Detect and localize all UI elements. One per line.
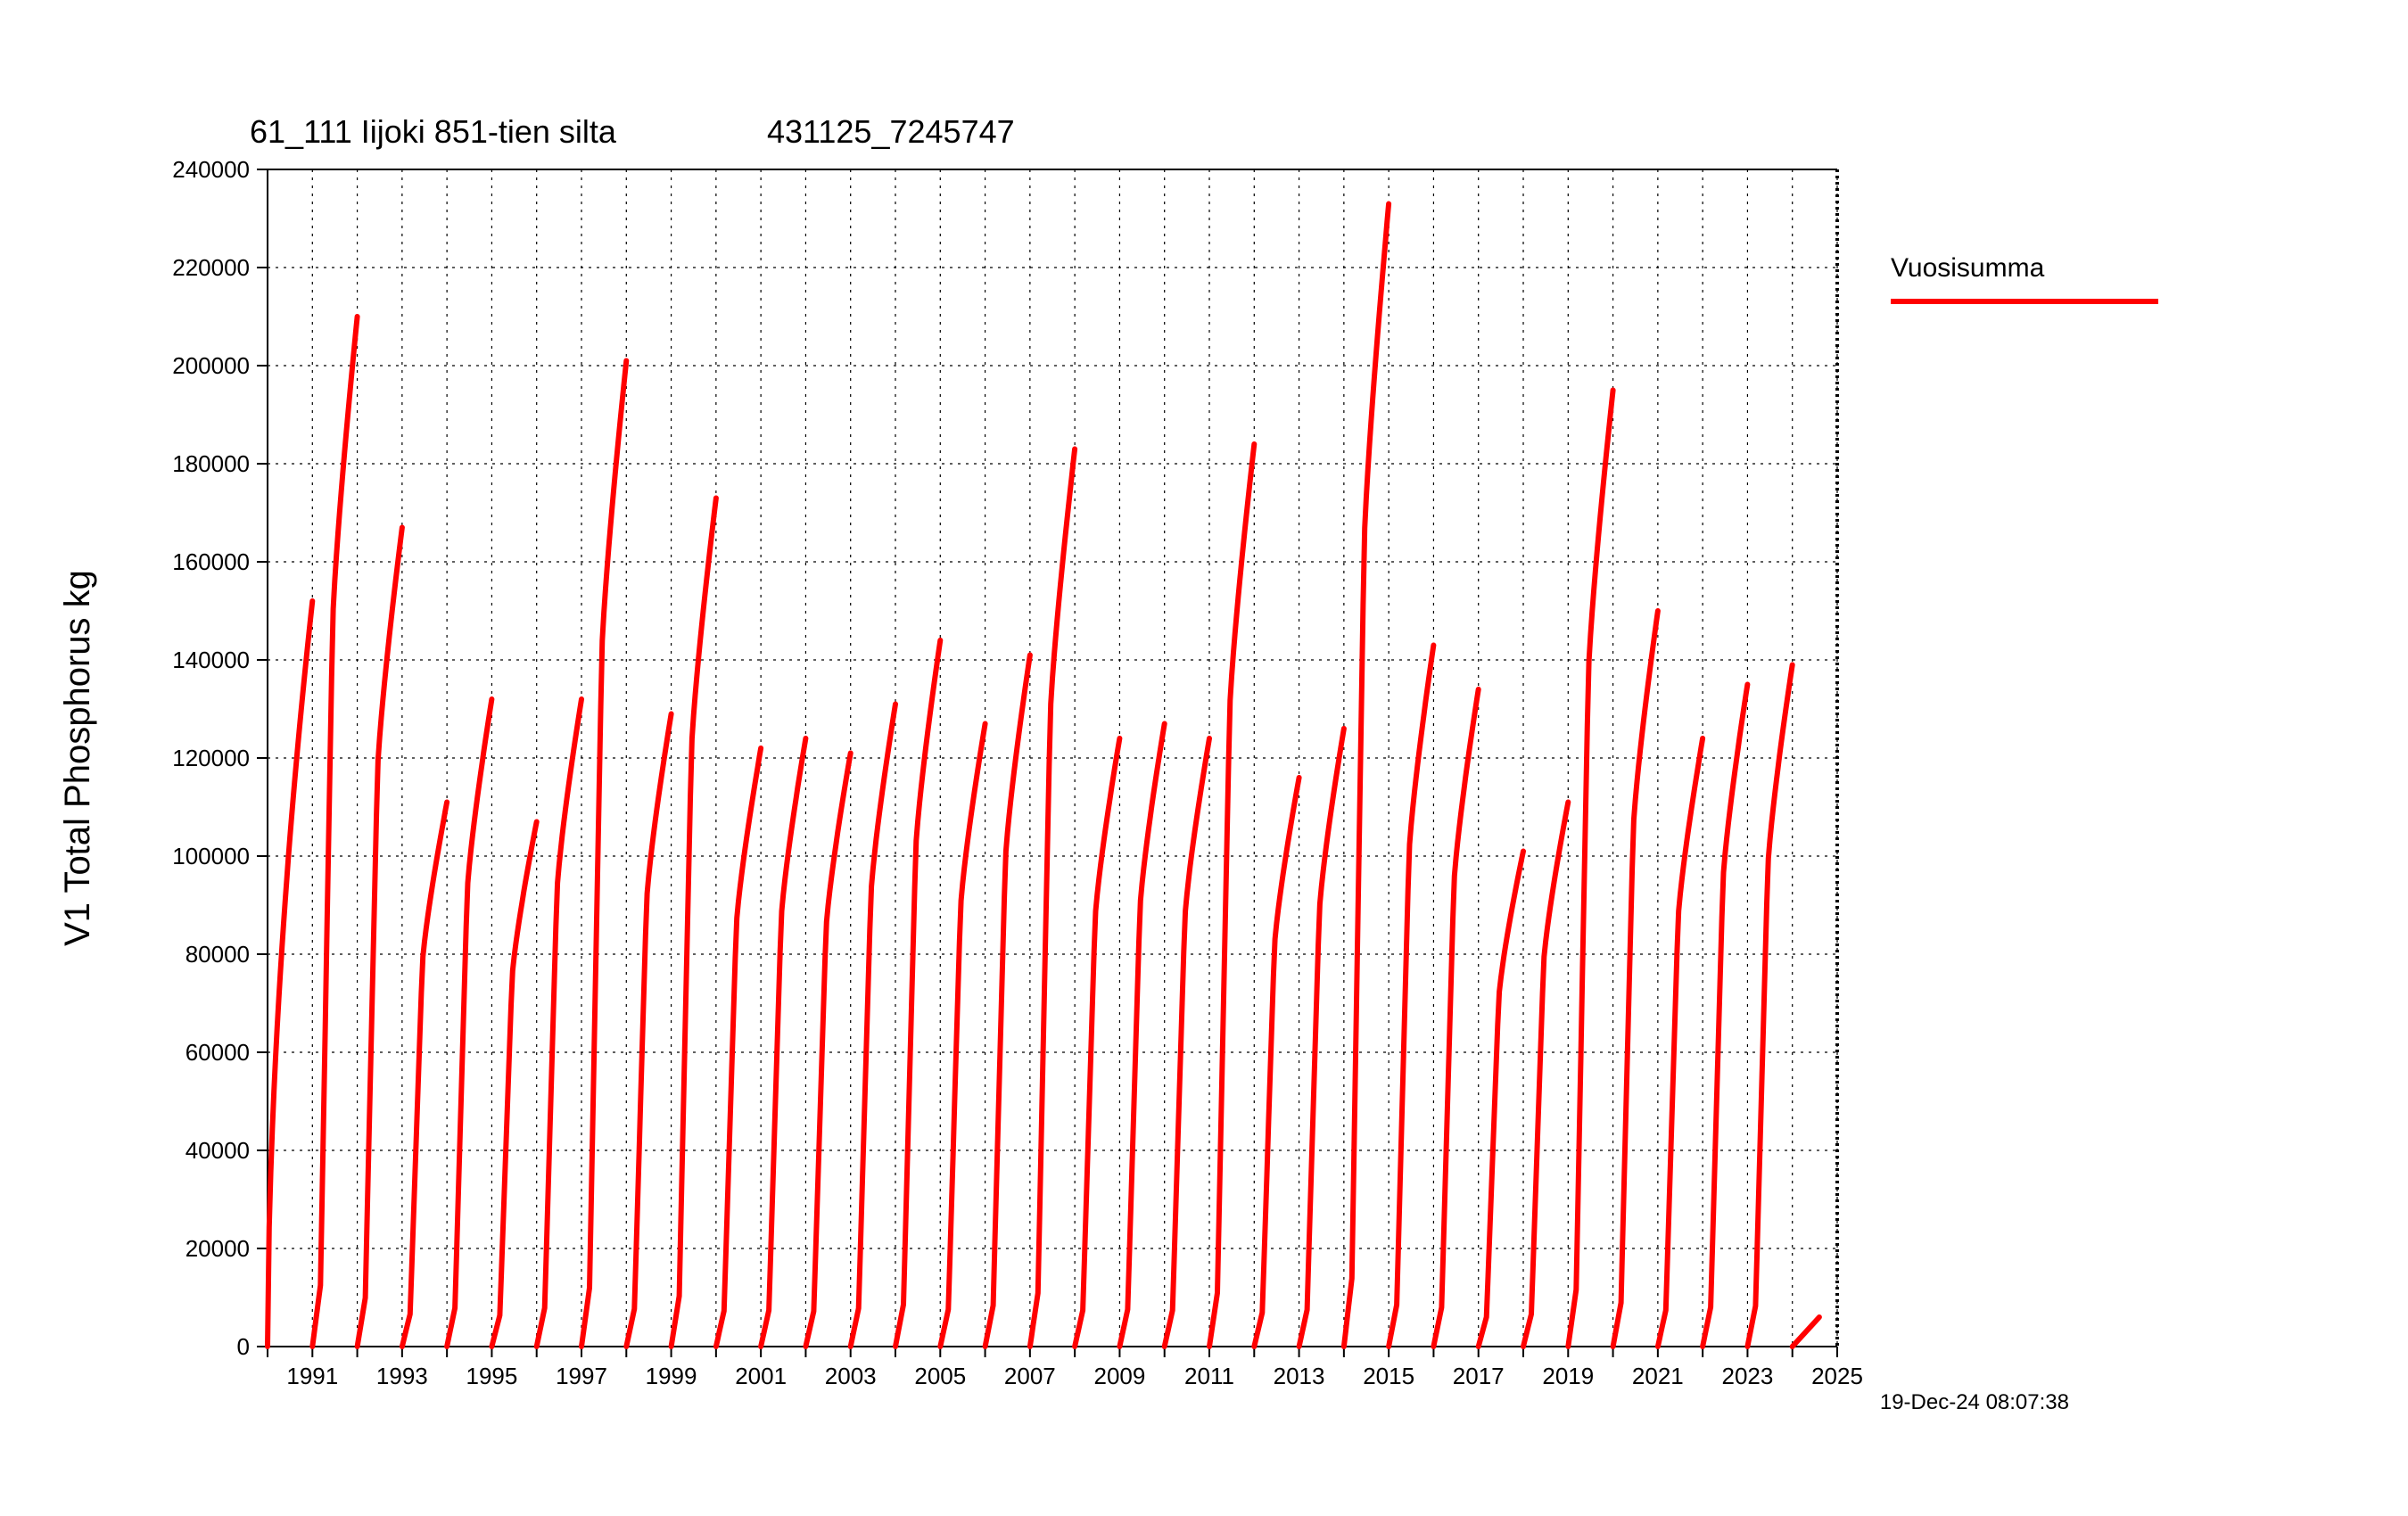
x-tick-label: 2015 (1363, 1363, 1414, 1389)
y-tick-label: 100000 (172, 843, 250, 869)
y-tick-label: 60000 (186, 1039, 250, 1066)
y-tick-label: 240000 (172, 156, 250, 183)
x-tick-label: 2005 (914, 1363, 966, 1389)
y-tick-label: 160000 (172, 548, 250, 575)
x-tick-label: 2025 (1811, 1363, 1863, 1389)
chart-title-right: 431125_7245747 (767, 113, 1015, 150)
y-tick-label: 0 (237, 1333, 250, 1360)
x-tick-label: 2017 (1453, 1363, 1505, 1389)
x-tick-label: 1997 (556, 1363, 607, 1389)
x-tick-label: 1991 (286, 1363, 338, 1389)
y-tick-label: 200000 (172, 352, 250, 379)
x-tick-label: 2023 (1722, 1363, 1774, 1389)
y-tick-label: 40000 (186, 1137, 250, 1164)
chart-title-left: 61_111 Iijoki 851-tien silta (250, 113, 617, 150)
x-tick-label: 2021 (1632, 1363, 1684, 1389)
y-tick-label: 80000 (186, 941, 250, 968)
x-tick-label: 2003 (825, 1363, 877, 1389)
y-tick-label: 20000 (186, 1235, 250, 1262)
y-axis-label: V1 Total Phosphorus kg (58, 570, 97, 946)
x-tick-label: 1995 (466, 1363, 518, 1389)
x-tick-label: 2019 (1542, 1363, 1594, 1389)
y-tick-label: 120000 (172, 745, 250, 771)
x-tick-label: 2013 (1274, 1363, 1325, 1389)
y-tick-label: 180000 (172, 450, 250, 477)
chart-container: 0 20000 40000 60000 80000 100000 120000 140000 1… (0, 0, 2408, 1516)
x-tick-label: 1999 (646, 1363, 697, 1389)
x-tick-label: 2009 (1094, 1363, 1146, 1389)
x-tick-label: 1993 (376, 1363, 428, 1389)
chart-svg: 0 20000 40000 60000 80000 100000 120000 140000 1… (0, 0, 2408, 1516)
timestamp-label: 19-Dec-24 08:07:38 (1880, 1390, 2069, 1414)
legend-label: Vuosisumma (1891, 253, 2045, 283)
y-tick-label: 140000 (172, 647, 250, 673)
x-tick-label: 2007 (1004, 1363, 1056, 1389)
x-tick-label: 2001 (735, 1363, 787, 1389)
y-tick-label: 220000 (172, 254, 250, 281)
x-tick-label: 2011 (1184, 1363, 1234, 1389)
